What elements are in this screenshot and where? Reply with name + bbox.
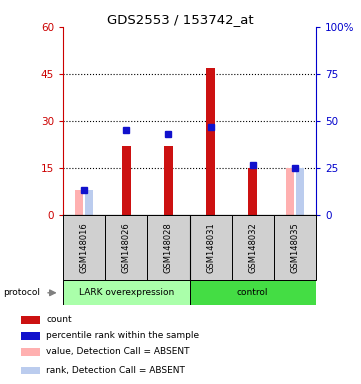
Text: GSM148035: GSM148035: [290, 222, 299, 273]
Bar: [296, 168, 304, 215]
FancyBboxPatch shape: [147, 215, 190, 280]
Bar: [21, 348, 40, 356]
Bar: [248, 168, 257, 215]
FancyBboxPatch shape: [105, 215, 147, 280]
FancyBboxPatch shape: [63, 215, 105, 280]
Bar: [86, 190, 93, 215]
Bar: [164, 146, 173, 215]
Text: GSM148031: GSM148031: [206, 222, 215, 273]
FancyBboxPatch shape: [274, 215, 316, 280]
Text: GSM148016: GSM148016: [80, 222, 89, 273]
Bar: [21, 367, 40, 374]
FancyBboxPatch shape: [190, 280, 316, 305]
Bar: [21, 332, 40, 340]
Bar: [206, 68, 215, 215]
Text: GSM148032: GSM148032: [248, 222, 257, 273]
Text: GSM148026: GSM148026: [122, 222, 131, 273]
Bar: [21, 316, 40, 324]
FancyBboxPatch shape: [63, 280, 190, 305]
Text: LARK overexpression: LARK overexpression: [79, 288, 174, 297]
Text: GDS2553 / 153742_at: GDS2553 / 153742_at: [107, 13, 254, 26]
Text: percentile rank within the sample: percentile rank within the sample: [46, 331, 199, 340]
Text: value, Detection Call = ABSENT: value, Detection Call = ABSENT: [46, 347, 190, 356]
Text: control: control: [237, 288, 269, 297]
Bar: [286, 168, 293, 215]
Text: GSM148028: GSM148028: [164, 222, 173, 273]
Bar: [122, 146, 131, 215]
FancyBboxPatch shape: [190, 215, 232, 280]
Bar: [75, 190, 83, 215]
FancyBboxPatch shape: [232, 215, 274, 280]
Text: protocol: protocol: [4, 288, 40, 297]
Text: rank, Detection Call = ABSENT: rank, Detection Call = ABSENT: [46, 366, 185, 375]
Text: count: count: [46, 315, 72, 324]
